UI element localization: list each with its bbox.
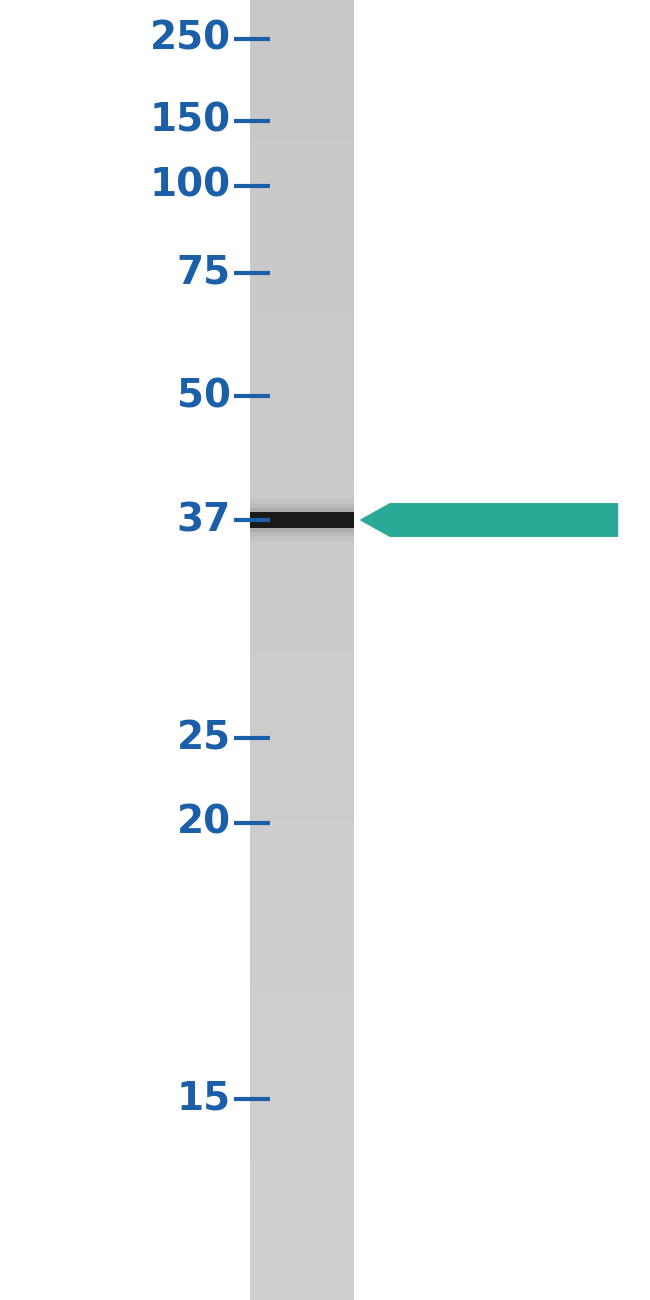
Text: 50: 50 bbox=[177, 377, 231, 416]
Bar bbox=[250, 500, 354, 540]
Bar bbox=[250, 497, 354, 543]
Text: 250: 250 bbox=[150, 20, 231, 58]
Text: 20: 20 bbox=[177, 803, 231, 842]
Text: 25: 25 bbox=[177, 719, 231, 758]
Bar bbox=[250, 512, 354, 528]
Bar bbox=[250, 504, 354, 536]
Text: 75: 75 bbox=[177, 254, 231, 292]
FancyArrow shape bbox=[361, 504, 618, 536]
Text: 100: 100 bbox=[150, 166, 231, 205]
Bar bbox=[250, 508, 354, 532]
Text: 15: 15 bbox=[177, 1079, 231, 1118]
Text: 37: 37 bbox=[177, 500, 231, 540]
Text: 150: 150 bbox=[150, 101, 231, 140]
